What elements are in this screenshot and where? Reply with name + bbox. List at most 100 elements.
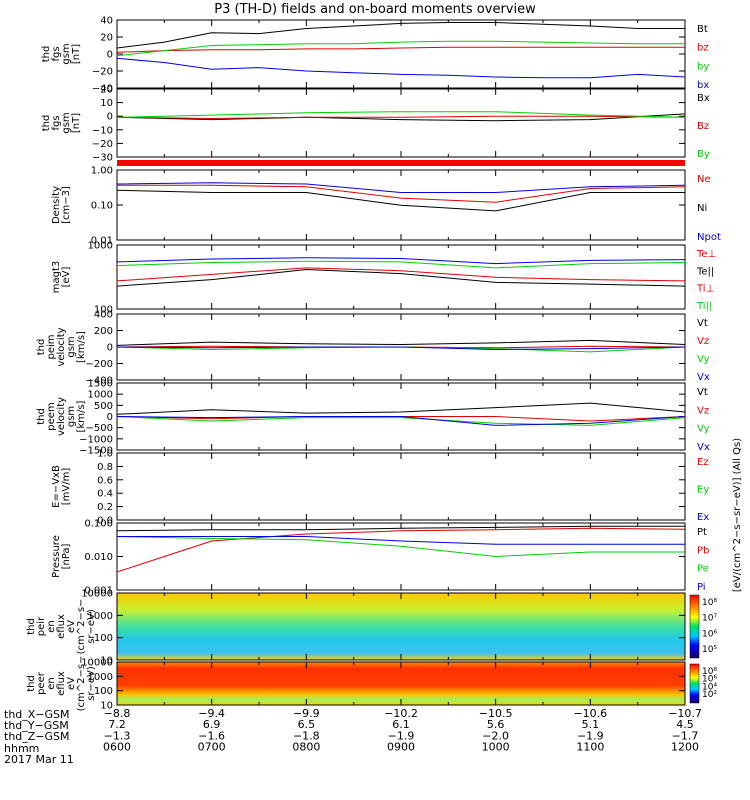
row-label-y-gsm: thd_Y−GSM — [4, 719, 69, 733]
legend-entry: Bx — [697, 93, 710, 104]
series-Bt — [116, 22, 685, 49]
y-axis-label-line: [km/s] — [76, 331, 87, 363]
y-tick-label: −20 — [92, 139, 113, 150]
x-tick-label: 6.5 — [298, 718, 316, 731]
legend-entry: Ni — [697, 203, 707, 214]
x-tick-label: −1.3 — [104, 729, 131, 742]
legend-entry: Vy — [697, 354, 710, 365]
y-tick-label: 0.8 — [97, 462, 113, 473]
y-axis-label: Pressure [nPa] — [51, 535, 72, 578]
y-axis-label-line: en — [46, 677, 57, 690]
y-tick-label: 0 — [107, 112, 113, 123]
y-tick-label: 20 — [100, 33, 113, 44]
y-tick-label: 1500 — [88, 379, 113, 390]
y-axis-label-line: (cm^2−s− — [76, 599, 87, 655]
x-axis-labels: thd_X−GSM thd_Y−GSM thd_Z−GSM hhmm 2017 … — [4, 709, 74, 765]
y-axis-label-line: sr−eV) — [86, 609, 97, 644]
y-axis-label-line: [eV] — [61, 267, 72, 288]
row-label-hhmm: hhmm — [4, 741, 40, 755]
series-Ni — [116, 189, 685, 212]
legend-entry: Vx — [697, 442, 710, 453]
x-tick-label: −10.7 — [668, 707, 702, 720]
legend-entry: Vy — [697, 424, 710, 435]
y-axis-label-line: sr−eV) — [86, 666, 97, 701]
y-axis-label-line: eflux — [56, 614, 67, 639]
y-tick-label: 10000 — [81, 658, 113, 669]
series-Vx — [116, 416, 686, 426]
x-tick-label: 5.6 — [487, 718, 505, 731]
x-tick-label: 4.5 — [676, 718, 694, 731]
legend-entry: Pi — [697, 582, 706, 593]
y-tick-label: 1.0 — [97, 449, 113, 460]
legend-entry: Te|| — [696, 266, 714, 277]
x-tick-label: −9.9 — [293, 707, 320, 720]
legend-entry: Pb — [697, 545, 709, 556]
y-axis-label-line: velocity — [56, 397, 67, 436]
legend-entry: Vz — [697, 405, 709, 416]
y-axis-label-line: peem — [46, 402, 57, 430]
x-tick-label: −9.4 — [198, 707, 225, 720]
panel-frame — [116, 452, 686, 521]
legend-entry: Pt — [697, 527, 707, 538]
y-axis-label-line: [cm−3] — [61, 186, 72, 224]
y-tick-label: 0.01 — [91, 236, 113, 247]
y-axis-label: thd peem velocity gsm [km/s] — [36, 397, 87, 436]
colorbar-tick-label: 10⁷ — [702, 614, 717, 624]
y-tick-label: 0.100 — [84, 519, 113, 530]
x-tick-label: 0700 — [198, 741, 226, 754]
y-tick-label: 10 — [100, 98, 113, 109]
legend-entry: Pe — [697, 564, 709, 575]
legend-entry: Ne — [697, 174, 711, 185]
y-tick-label: 10 — [100, 701, 113, 712]
legend-entry: by — [697, 61, 709, 72]
legend-entry: Ey — [697, 485, 709, 496]
y-axis-label-line: thd — [26, 675, 37, 692]
y-tick-label: −200 — [86, 359, 113, 370]
series-Ti⊥ — [116, 257, 686, 265]
series-By — [116, 111, 686, 118]
colorbar-tick-label: 10⁸ — [702, 667, 717, 677]
ion-spectrogram — [117, 593, 685, 660]
y-axis-label-line: gsm — [61, 112, 72, 133]
data-flag-bar — [117, 160, 685, 166]
y-axis-label-line: peir — [36, 616, 47, 636]
colorbar-tick-label: 10⁸ — [702, 598, 717, 608]
y-axis-label-line: gsm — [66, 406, 77, 427]
colorbar-tick-label: 10⁶ — [702, 675, 717, 685]
x-tick-label: −1.6 — [198, 729, 225, 742]
y-axis-label-line: thd — [36, 408, 47, 425]
y-axis-label-line: thd — [36, 339, 47, 356]
colorbar-tick-label: 10⁵ — [702, 645, 717, 655]
y-axis-label: magt3 [eV] — [51, 261, 72, 294]
y-tick-label: 100 — [94, 686, 113, 697]
series-Vx — [116, 346, 686, 351]
colorbar-tick-label: 10² — [702, 690, 717, 700]
y-tick-label: −40 — [92, 84, 113, 95]
y-tick-label: 0.0 — [97, 516, 113, 527]
x-tick-label: −2.0 — [482, 729, 509, 742]
series-by — [116, 40, 685, 57]
x-tick-label: −10.2 — [384, 707, 418, 720]
legend-entry: Vt — [697, 387, 708, 398]
y-axis-label-line: gsm — [66, 336, 77, 357]
y-tick-label: 200 — [94, 326, 113, 337]
series-Ne — [117, 184, 686, 203]
y-tick-label: 20 — [100, 85, 113, 96]
legend-entry: By — [697, 149, 710, 160]
series-Pt — [116, 525, 685, 532]
y-tick-label: 0.010 — [84, 552, 113, 563]
legend-entry: Bz — [697, 121, 709, 132]
chart-title: P3 (TH-D) fields and on-board moments ov… — [214, 2, 536, 17]
row-label-z-gsm: thd_Z−GSM — [4, 730, 70, 744]
y-axis-label-line: [nT] — [71, 44, 82, 64]
series-Vy — [116, 416, 686, 426]
y-tick-label: 1000 — [88, 672, 113, 683]
y-axis-label-line: Pressure — [51, 535, 62, 578]
y-tick-label: 1000 — [88, 390, 113, 401]
y-tick-label: 100 — [94, 633, 113, 644]
x-tick-label: −1.8 — [293, 729, 320, 742]
y-axis-label-line: [km/s] — [76, 400, 87, 432]
y-tick-label: 10000 — [81, 589, 113, 600]
x-tick-label: 0800 — [292, 741, 320, 754]
x-tick-label: 0900 — [387, 741, 415, 754]
